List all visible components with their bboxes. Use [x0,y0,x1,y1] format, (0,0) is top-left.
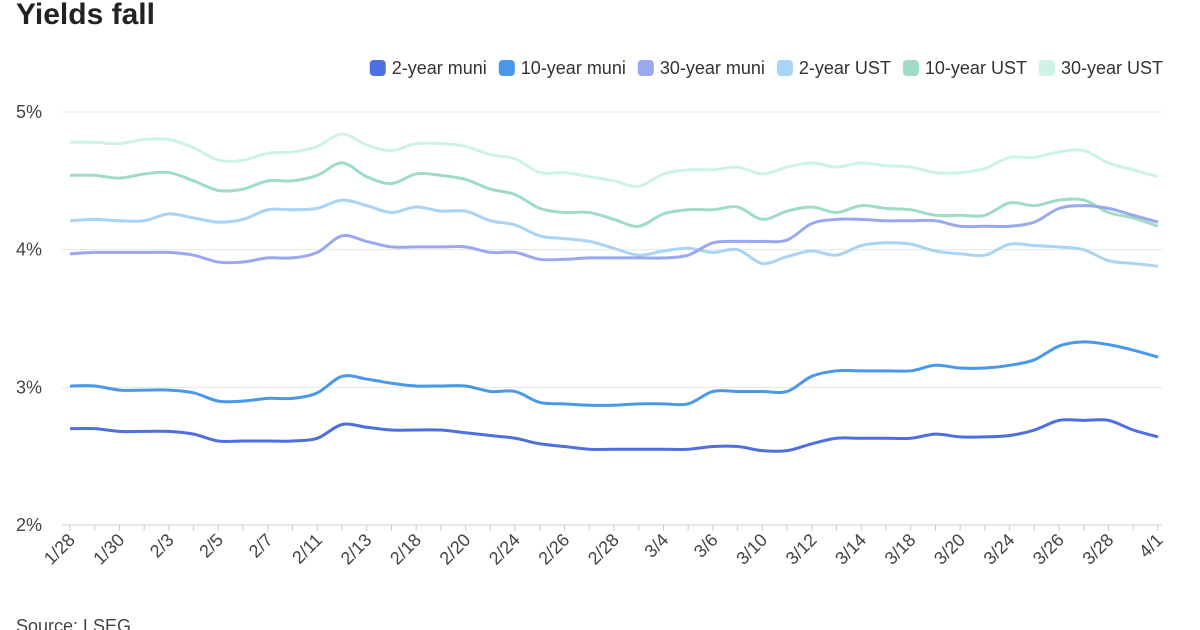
legend-item: 2-year UST [776,58,891,78]
x-tick-label: 3/6 [690,530,722,562]
series-line [69,198,1159,268]
x-tick-label: 1/28 [40,530,79,569]
y-tick-label: 3% [16,377,42,397]
series-line [69,204,1159,265]
x-tick-label: 3/4 [640,530,672,562]
x-tick-label: 3/14 [831,530,870,569]
legend-swatch [902,60,919,76]
series-line [69,340,1159,407]
legend-label: 2-year muni [392,58,487,78]
series-line [69,132,1159,188]
legend-label: 30-year UST [1061,58,1163,78]
x-tick-label: 2/26 [534,530,573,569]
legend-swatch [498,60,515,76]
legend-label: 10-year UST [925,58,1027,78]
chart-title: Yields fall [16,0,155,31]
x-tick-label: 3/26 [1029,530,1068,569]
legend-label: 2-year UST [799,58,891,78]
x-tick-label: 2/13 [337,530,376,569]
legend-swatch [1038,60,1055,76]
x-tick-label: 3/28 [1078,530,1117,569]
legend-swatch [776,60,793,76]
x-tick-label: 1/30 [89,530,128,569]
legend-item: 30-year muni [637,58,765,78]
legend-swatch [369,60,386,76]
y-tick-label: 2% [16,515,42,535]
legend-item: 10-year UST [902,58,1027,78]
x-tick-label: 2/11 [288,530,326,568]
x-tick-label: 4/1 [1135,530,1167,562]
y-tick-label: 5% [16,102,42,122]
x-tick-label: 2/7 [245,530,277,562]
x-tick-label: 3/12 [782,530,821,569]
y-tick-label: 4% [16,240,42,260]
legend-swatch [637,60,654,76]
legend-label: 10-year muni [521,58,626,78]
x-tick-label: 2/20 [436,530,475,569]
source-note: Source: LSEG [16,616,131,630]
x-tick-label: 2/28 [584,530,623,569]
x-tick-label: 2/18 [386,530,425,569]
legend-label: 30-year muni [660,58,765,78]
x-tick-label: 3/24 [980,530,1019,569]
x-tick-label: 3/20 [930,530,969,569]
legend-item: 30-year UST [1038,58,1163,78]
legend: 2-year muni 10-year muni 30-year muni 2-yea… [369,58,1163,78]
x-tick-label: 2/24 [485,530,524,569]
legend-item: 10-year muni [498,58,626,78]
x-tick-label: 2/5 [195,530,227,562]
x-tick-label: 3/18 [881,530,920,569]
x-tick-label: 2/3 [146,530,178,562]
series-line [69,161,1159,228]
series-line [69,418,1159,453]
legend-item: 2-year muni [369,58,487,78]
x-tick-label: 3/10 [732,530,771,569]
